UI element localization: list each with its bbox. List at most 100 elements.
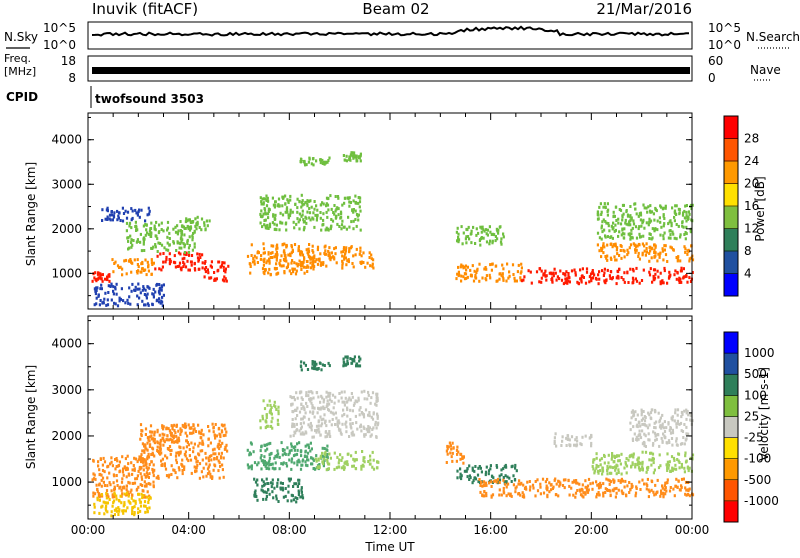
data-cell bbox=[329, 391, 332, 395]
data-cell bbox=[262, 247, 266, 251]
data-cell bbox=[128, 224, 131, 228]
data-cell bbox=[510, 494, 513, 498]
data-cell bbox=[152, 484, 155, 488]
data-cell bbox=[139, 437, 142, 441]
data-cell bbox=[168, 445, 172, 448]
data-cell bbox=[157, 290, 161, 294]
data-cell bbox=[632, 242, 635, 246]
data-cell bbox=[455, 230, 458, 234]
data-cell bbox=[120, 480, 124, 484]
data-cell bbox=[205, 456, 208, 460]
data-cell bbox=[343, 403, 346, 407]
data-cell bbox=[141, 484, 144, 487]
data-cell bbox=[146, 213, 149, 217]
data-cell bbox=[553, 439, 556, 443]
data-cell bbox=[643, 244, 646, 248]
data-cell bbox=[101, 208, 104, 212]
data-cell bbox=[325, 264, 328, 268]
data-cell bbox=[553, 442, 556, 445]
data-cell bbox=[184, 426, 187, 430]
data-cell bbox=[117, 464, 121, 467]
data-cell bbox=[210, 454, 213, 458]
data-cell bbox=[157, 231, 160, 235]
data-cell bbox=[370, 253, 373, 257]
data-cell bbox=[521, 495, 524, 499]
data-cell bbox=[145, 482, 148, 486]
data-cell bbox=[315, 218, 318, 222]
data-cell bbox=[265, 413, 268, 417]
data-cell bbox=[172, 241, 175, 245]
data-cell bbox=[222, 456, 225, 460]
data-cell bbox=[668, 220, 671, 224]
data-cell bbox=[330, 256, 333, 260]
data-cell bbox=[304, 363, 307, 367]
data-cell bbox=[666, 281, 669, 285]
data-cell bbox=[174, 471, 177, 475]
data-cell bbox=[674, 463, 677, 467]
data-cell bbox=[108, 481, 111, 485]
data-cell bbox=[498, 481, 501, 484]
data-cell bbox=[666, 460, 669, 464]
data-cell bbox=[341, 254, 344, 258]
y-tick-label: 3000 bbox=[51, 177, 82, 191]
data-cell bbox=[343, 257, 346, 261]
data-cell bbox=[605, 488, 609, 491]
data-cell bbox=[597, 486, 601, 490]
data-cell bbox=[311, 244, 314, 248]
data-cell bbox=[310, 456, 313, 460]
data-cell bbox=[252, 450, 255, 454]
data-cell bbox=[542, 273, 545, 277]
data-cell bbox=[143, 293, 146, 296]
data-cell bbox=[669, 431, 673, 435]
data-cell bbox=[306, 443, 309, 447]
data-cell bbox=[218, 439, 221, 443]
data-cell bbox=[505, 279, 508, 283]
data-cell bbox=[635, 279, 639, 283]
data-cell bbox=[278, 228, 281, 232]
data-cell bbox=[685, 459, 688, 463]
data-cell bbox=[602, 251, 605, 255]
data-cell bbox=[264, 268, 267, 272]
data-cell bbox=[483, 267, 486, 271]
data-cell bbox=[666, 478, 669, 482]
data-cell bbox=[322, 398, 326, 402]
data-cell bbox=[447, 445, 450, 449]
data-cell bbox=[683, 209, 686, 213]
data-cell bbox=[680, 465, 683, 469]
data-cell bbox=[372, 467, 376, 471]
data-cell bbox=[595, 456, 598, 460]
data-cell bbox=[445, 461, 448, 464]
data-cell bbox=[553, 436, 556, 440]
data-cell bbox=[194, 268, 197, 272]
data-cell bbox=[261, 225, 264, 229]
data-cell bbox=[602, 482, 605, 486]
data-cell bbox=[263, 223, 266, 227]
data-cell bbox=[138, 208, 141, 212]
data-cell bbox=[679, 421, 683, 425]
data-cell bbox=[656, 433, 659, 436]
data-cell bbox=[273, 400, 276, 404]
data-cell bbox=[146, 507, 149, 511]
data-cell bbox=[634, 418, 637, 421]
data-cell bbox=[356, 427, 359, 431]
data-cell bbox=[634, 410, 637, 414]
data-cell bbox=[290, 244, 293, 247]
data-cell bbox=[568, 493, 571, 497]
data-cell bbox=[151, 303, 154, 307]
data-cell bbox=[146, 285, 149, 289]
data-cell bbox=[661, 247, 664, 251]
data-cell bbox=[667, 236, 670, 240]
data-cell bbox=[598, 249, 601, 253]
data-cell bbox=[346, 408, 349, 412]
data-cell bbox=[321, 162, 324, 165]
data-cell bbox=[201, 449, 204, 453]
data-cell bbox=[495, 264, 498, 268]
data-cell bbox=[316, 411, 319, 415]
data-cell bbox=[637, 255, 640, 258]
data-cell bbox=[149, 233, 152, 237]
data-cell bbox=[104, 508, 108, 512]
data-cell bbox=[684, 247, 687, 251]
data-cell bbox=[637, 460, 640, 464]
data-cell bbox=[292, 220, 295, 224]
data-cell bbox=[149, 227, 152, 231]
